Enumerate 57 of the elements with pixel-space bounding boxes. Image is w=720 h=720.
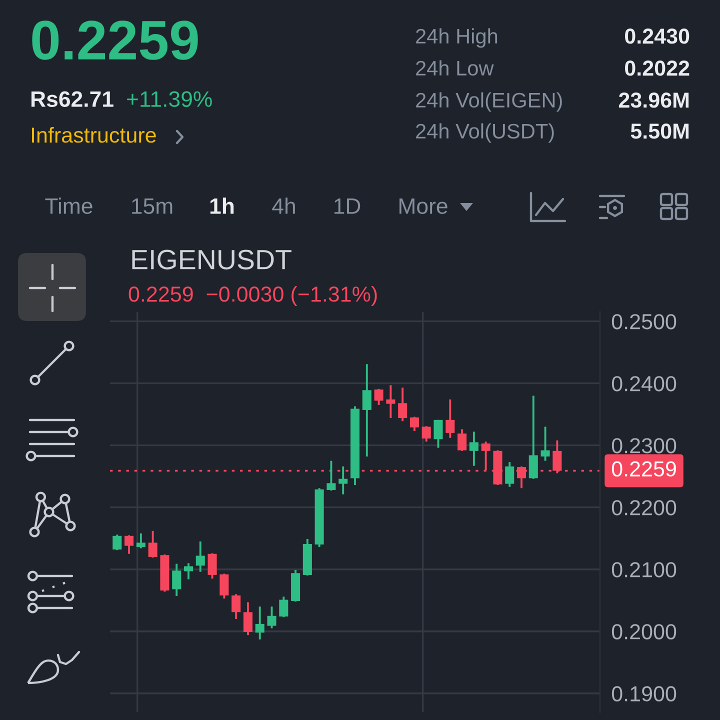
candlestick	[255, 606, 264, 640]
y-tick-label: 0.2500	[612, 314, 676, 330]
y-tick-label: 0.2100	[612, 562, 676, 578]
y-tick-label: 0.2200	[612, 500, 676, 516]
candlestick	[362, 363, 372, 458]
ref-line-label: 0.2259	[612, 461, 676, 477]
text: 0.2022	[625, 60, 690, 76]
candlestick	[528, 394, 538, 480]
text: 24h Low	[416, 60, 494, 76]
y-tick-label: 0.1900	[612, 686, 676, 702]
candlestick	[422, 425, 431, 443]
candlestick	[374, 388, 384, 406]
candlestick	[458, 428, 467, 452]
text: 0.2430	[625, 28, 690, 44]
text: More	[400, 198, 448, 214]
text: Rs62.71	[31, 91, 114, 107]
y-tick-label: 0.2300	[612, 438, 676, 454]
candlestick	[410, 416, 419, 432]
y-tick-label: 0.2400	[612, 376, 676, 392]
candlestick	[540, 426, 550, 462]
chart-title: EIGENUSDT	[132, 250, 292, 270]
candlestick	[220, 572, 229, 600]
chart-subtitle: 0.2259 −0.0030 (−1.31%)	[128, 286, 377, 306]
text: 0.2259	[32, 20, 198, 60]
text: 15m	[132, 198, 172, 214]
candlestick	[112, 534, 122, 552]
candlestick	[469, 430, 478, 467]
text: Time	[45, 198, 92, 214]
candlestick	[279, 596, 288, 618]
candlestick	[243, 601, 252, 636]
text: 1h	[210, 198, 234, 214]
candlestick	[172, 562, 182, 598]
text: 1D	[334, 198, 360, 214]
candlestick	[196, 540, 205, 573]
candlestick	[434, 418, 443, 449]
candlestick	[124, 534, 134, 555]
candlestick	[505, 461, 514, 488]
text: 24h High	[416, 28, 498, 48]
candlestick	[136, 532, 146, 550]
candlestick	[446, 398, 455, 439]
candlestick	[267, 606, 276, 630]
candlestick	[208, 552, 217, 580]
text: 4h	[272, 198, 295, 214]
candlestick	[386, 384, 396, 420]
candlestick	[326, 460, 336, 492]
candlestick	[184, 562, 194, 580]
candlestick	[338, 465, 348, 496]
text: 24h Vol(EIGEN)	[416, 92, 562, 112]
candlestick	[398, 386, 408, 422]
candlestick	[148, 530, 158, 559]
text: 23.96M	[618, 92, 689, 108]
text: 24h Vol(USDT)	[416, 123, 554, 143]
text: +11.39%	[127, 91, 212, 107]
candlestick	[232, 593, 241, 620]
y-tick-label: 0.2000	[612, 624, 676, 640]
text: Infrastructure	[32, 126, 156, 143]
text: 5.50M	[630, 124, 689, 139]
